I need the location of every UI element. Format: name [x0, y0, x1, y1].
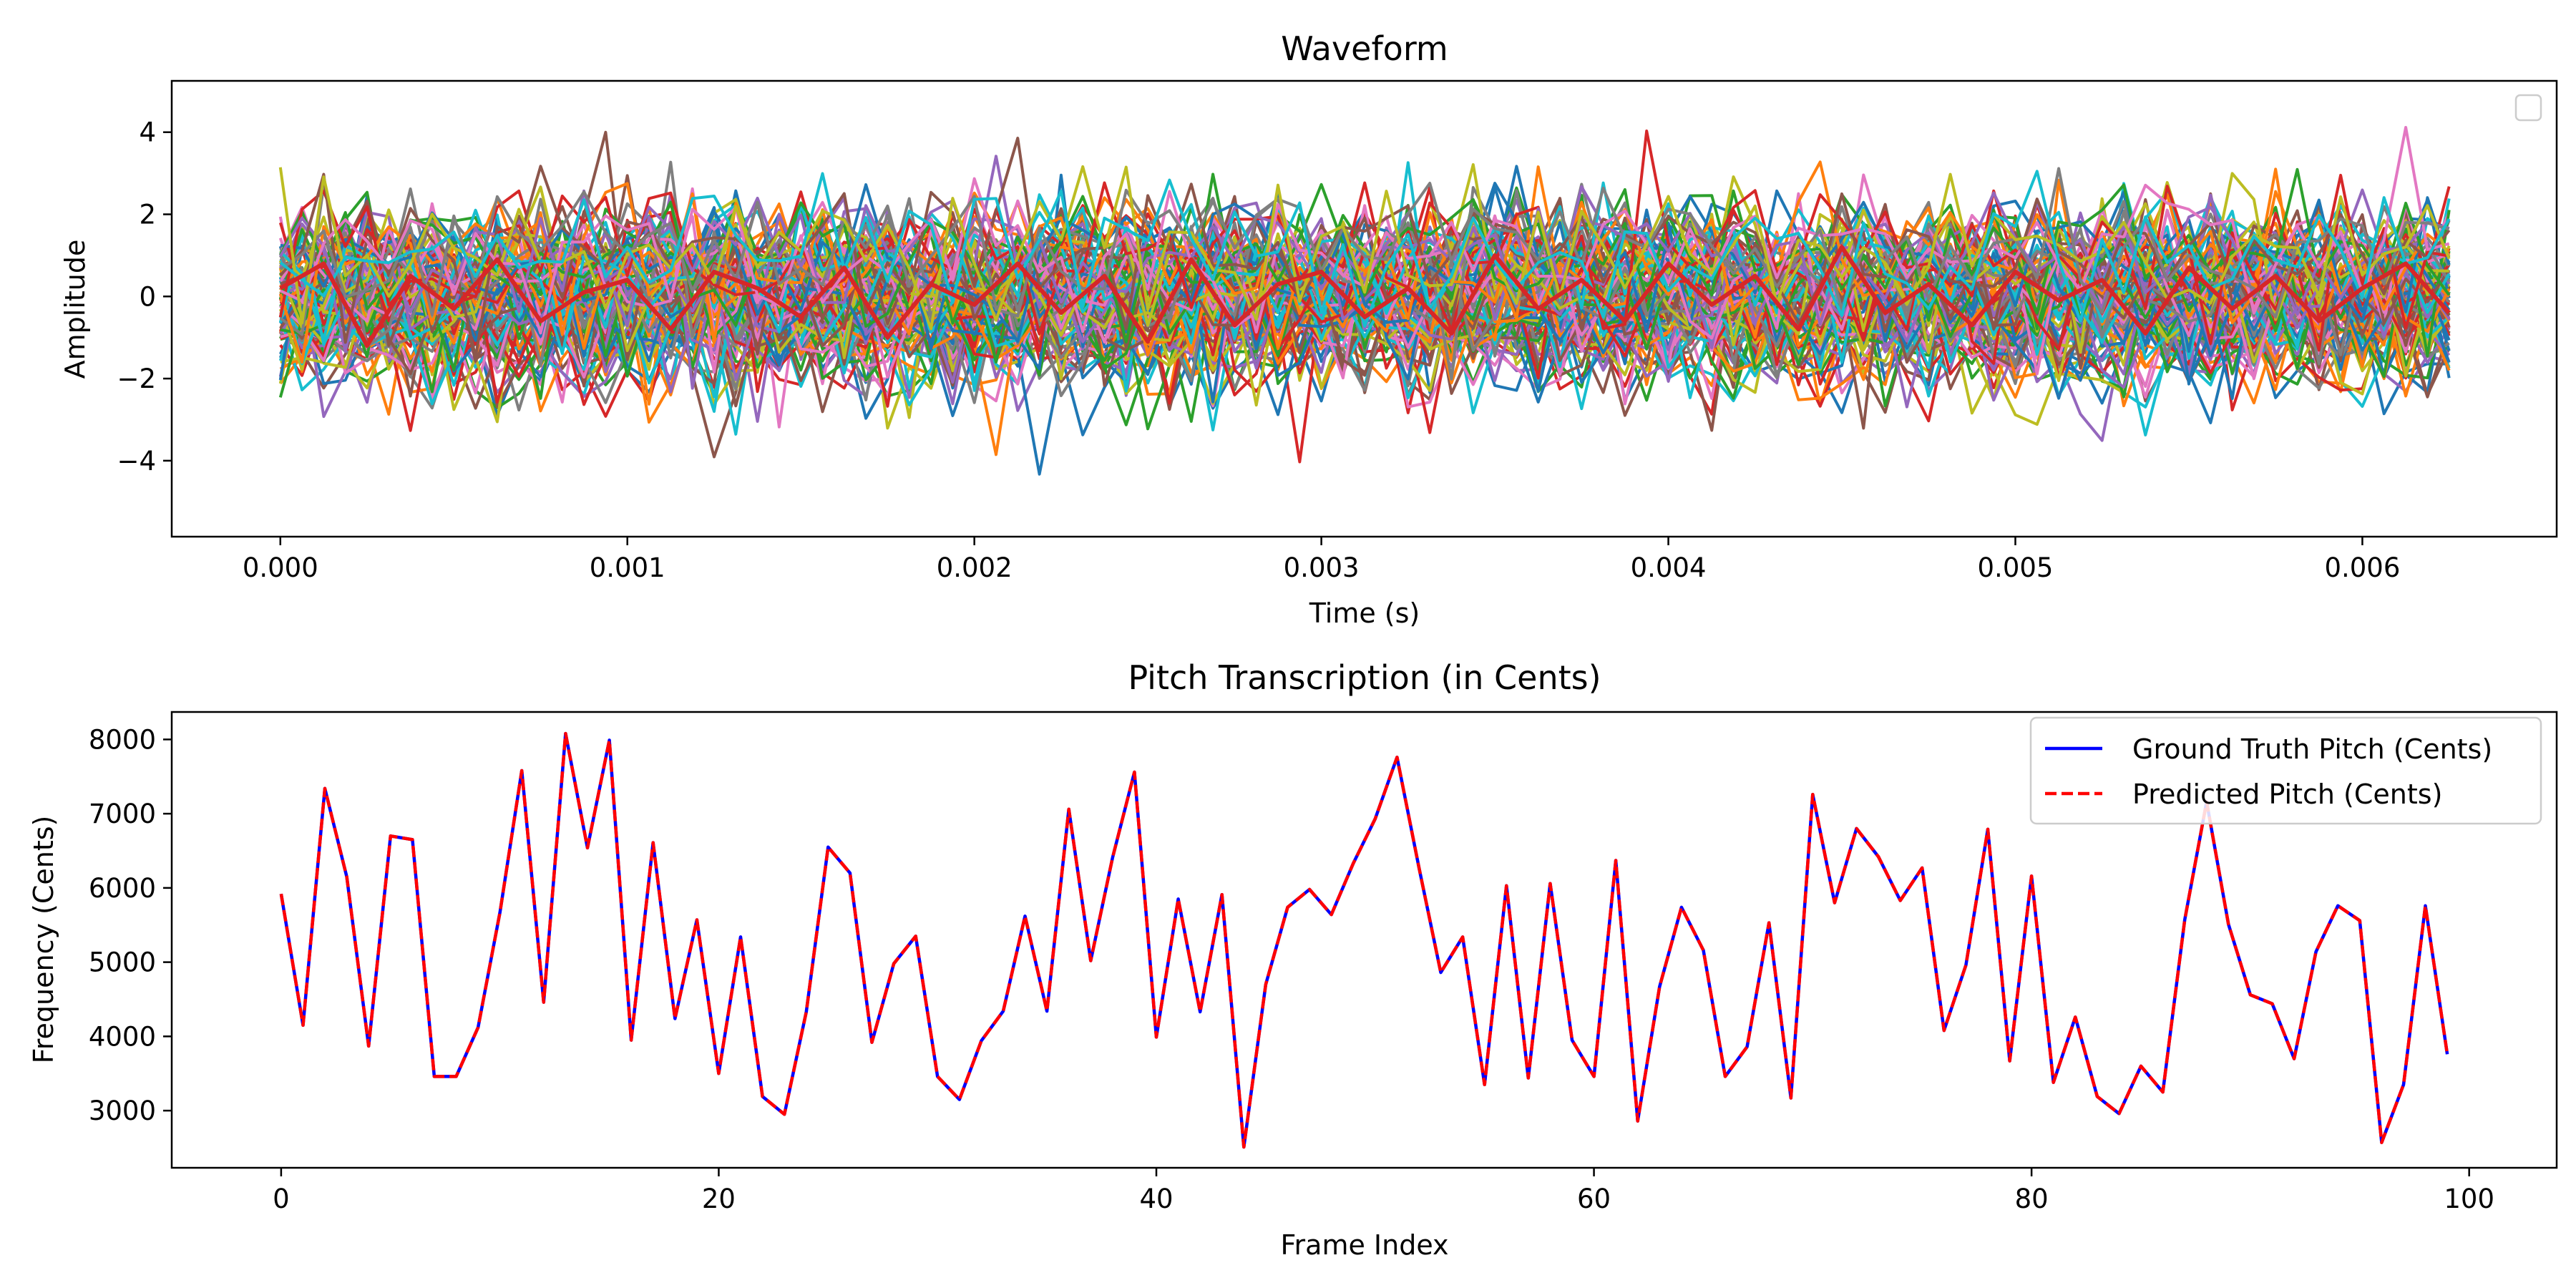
pitch-y-label: Frequency (Cents) — [28, 816, 59, 1064]
waveform-title: Waveform — [1281, 29, 1448, 68]
pitch-x-tick-label: 60 — [1577, 1184, 1611, 1214]
pitch-legend: Ground Truth Pitch (Cents) Predicted Pit… — [2029, 716, 2542, 825]
pitch-x-tick-label: 100 — [2444, 1184, 2494, 1214]
waveform-series-line — [280, 182, 2451, 385]
pitch-legend-box — [2029, 716, 2542, 825]
waveform-axes-frame — [170, 79, 2558, 538]
waveform-x-tick-label: 0.006 — [2324, 552, 2400, 583]
pitch-x-tick-label: 80 — [2015, 1184, 2049, 1214]
waveform-y-tick-label: 4 — [139, 117, 156, 148]
waveform-series-line — [278, 160, 2450, 364]
pitch-y-tick-label: 8000 — [89, 724, 156, 755]
waveform-y-tick-label: 2 — [139, 200, 156, 230]
pitch-y-tick-label: 5000 — [89, 947, 156, 978]
waveform-series-group — [278, 126, 2451, 476]
pitch-y-tick-label: 6000 — [89, 873, 156, 904]
waveform-y-label: Amplitude — [59, 240, 91, 379]
pitch-x-tick-label: 40 — [1139, 1184, 1173, 1214]
waveform-highlight-line — [279, 245, 2451, 348]
pitch-panel: Pitch Transcription (in Cents) 0 20 40 60 80… — [28, 658, 2558, 1261]
legend-label-predicted: Predicted Pitch (Cents) — [2132, 779, 2442, 810]
waveform-x-ticks: 0.000 0.001 0.002 0.003 0.004 0.005 0.006 — [243, 537, 2400, 583]
predicted-pitch-line — [279, 731, 2449, 1149]
pitch-x-tick-label: 20 — [702, 1184, 736, 1214]
pitch-y-ticks: 3000 4000 5000 6000 7000 8000 — [89, 724, 172, 1126]
pitch-axes-frame — [170, 711, 2558, 1169]
pitch-x-label: Frame Index — [1280, 1229, 1448, 1261]
waveform-y-tick-label: −2 — [117, 364, 156, 394]
pitch-series-group — [279, 731, 2449, 1149]
waveform-x-label: Time (s) — [1309, 597, 1420, 629]
waveform-series-line — [279, 167, 2451, 343]
waveform-series-line — [279, 163, 2449, 337]
waveform-y-ticks: −4 −2 0 2 4 — [117, 117, 172, 477]
waveform-x-tick-label: 0.000 — [243, 552, 318, 583]
pitch-x-ticks: 0 20 40 60 80 100 — [273, 1168, 2494, 1214]
waveform-x-tick-label: 0.001 — [590, 552, 665, 583]
waveform-series-line — [278, 165, 2451, 331]
waveform-x-tick-label: 0.003 — [1284, 552, 1360, 583]
waveform-y-tick-label: −4 — [117, 446, 156, 477]
waveform-panel: Waveform 0.000 0.001 0.002 0.003 0.004 0.005 0… — [59, 29, 2558, 629]
waveform-x-tick-label: 0.002 — [937, 552, 1013, 583]
waveform-series-line — [279, 170, 2451, 328]
legend-label-ground-truth: Ground Truth Pitch (Cents) — [2132, 733, 2492, 765]
pitch-y-tick-label: 7000 — [89, 799, 156, 829]
waveform-x-tick-label: 0.004 — [1631, 552, 1707, 583]
pitch-x-tick-label: 0 — [273, 1184, 290, 1214]
waveform-y-tick-label: 0 — [139, 281, 156, 312]
waveform-x-tick-label: 0.005 — [1978, 552, 2054, 583]
pitch-y-tick-label: 4000 — [89, 1021, 156, 1052]
pitch-title: Pitch Transcription (in Cents) — [1128, 658, 1601, 697]
pitch-y-tick-label: 3000 — [89, 1096, 156, 1126]
waveform-legend-box — [2514, 94, 2542, 122]
